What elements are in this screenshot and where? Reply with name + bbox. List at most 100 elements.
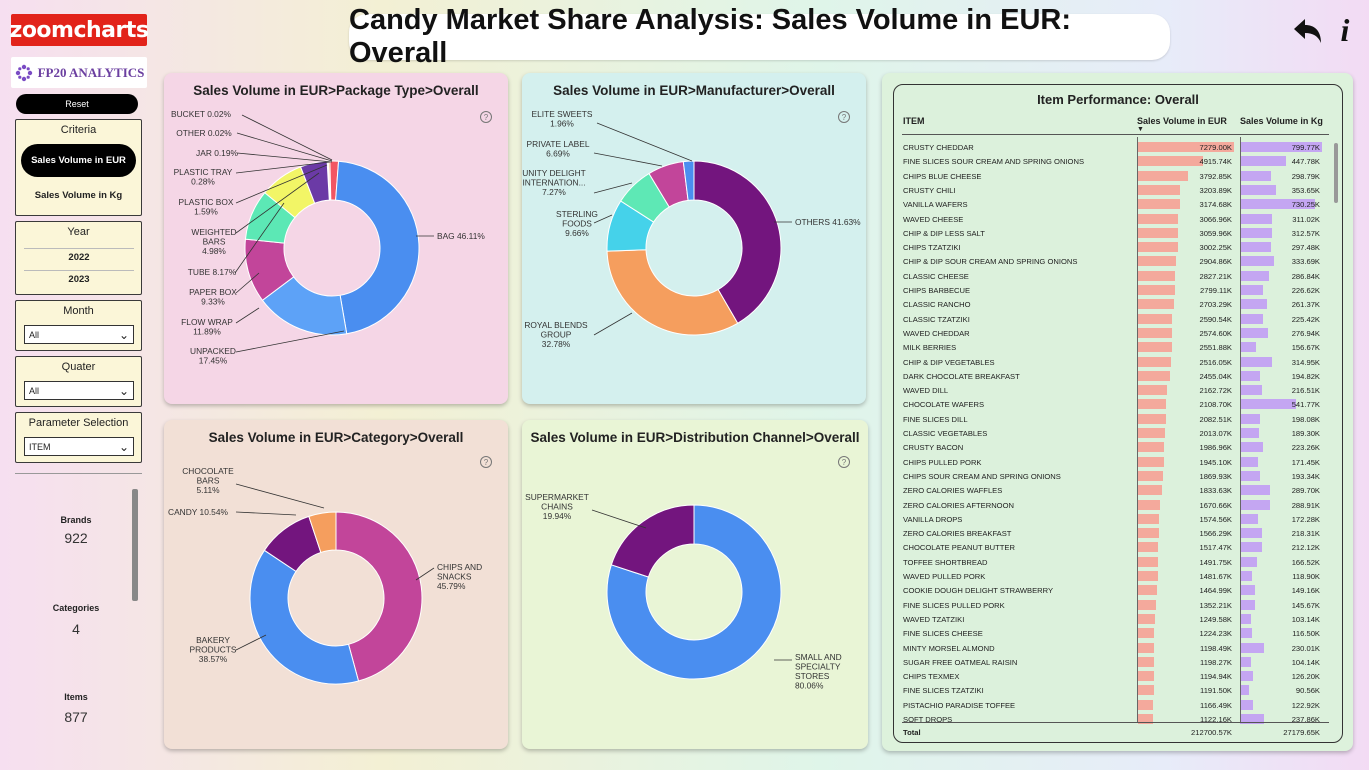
reset-button[interactable]: Reset xyxy=(16,94,138,114)
column-header-item[interactable]: ITEM xyxy=(903,116,925,126)
kg-bar xyxy=(1240,270,1270,281)
month-dropdown[interactable]: All ⌄ xyxy=(24,325,134,344)
eur-value: 2590.54K xyxy=(1199,314,1232,324)
table-row[interactable]: CHIP & DIP LESS SALT 3059.96K 312.57K xyxy=(894,226,1334,240)
slice-label: SNACKS xyxy=(437,572,472,582)
table-row[interactable]: CLASSIC CHEESE 2827.21K 286.84K xyxy=(894,269,1334,283)
table-row[interactable]: MILK BERRIES 2551.88K 156.67K xyxy=(894,340,1334,354)
table-row[interactable]: ZERO CALORIES BREAKFAST 1566.29K 218.31K xyxy=(894,526,1334,540)
help-icon[interactable]: ? xyxy=(838,111,850,123)
item-name: FINE SLICES TZATZIKI xyxy=(903,686,984,696)
table-row[interactable]: CRUSTY CHILI 3203.89K 353.65K xyxy=(894,183,1334,197)
donut-slice-supermarket-chains[interactable] xyxy=(610,504,695,578)
table-row[interactable]: COOKIE DOUGH DELIGHT STRAWBERRY 1464.99K 1… xyxy=(894,583,1334,597)
help-icon[interactable]: ? xyxy=(480,456,492,468)
column-header-eur[interactable]: Sales Volume in EUR xyxy=(1137,116,1227,126)
donut-slice-chocolate-bars[interactable] xyxy=(308,511,337,554)
criteria-option-kg[interactable]: Sales Volume in Kg xyxy=(34,189,123,201)
table-row[interactable]: CLASSIC RANCHO 2703.29K 261.37K xyxy=(894,297,1334,311)
table-row[interactable]: CHOCOLATE PEANUT BUTTER 1517.47K 212.12K xyxy=(894,540,1334,554)
item-name: FINE SLICES SOUR CREAM AND SPRING ONIONS xyxy=(903,157,1085,167)
kg-bar xyxy=(1240,313,1264,324)
table-row[interactable]: CLASSIC VEGETABLES 2013.07K 189.30K xyxy=(894,426,1334,440)
table-row[interactable]: CRUSTY CHEDDAR 7279.00K 799.77K xyxy=(894,140,1334,154)
quater-dropdown[interactable]: All ⌄ xyxy=(24,381,134,400)
eur-bar xyxy=(1138,399,1166,410)
table-row[interactable]: ZERO CALORIES WAFFLES 1833.63K 289.70K xyxy=(894,483,1334,497)
slice-label: CANDY 10.54% xyxy=(168,507,228,517)
total-kg: 27179.65K xyxy=(1283,728,1320,737)
table-row[interactable]: CHIPS PULLED PORK 1945.10K 171.45K xyxy=(894,455,1334,469)
leader-line xyxy=(596,122,693,162)
table-row[interactable]: CHIPS SOUR CREAM AND SPRING ONIONS 1869.9… xyxy=(894,469,1334,483)
donut-slice-others[interactable] xyxy=(693,160,782,324)
category-chart-card: Sales Volume in EUR>Category>Overall ? C… xyxy=(164,420,508,749)
eur-value: 3002.25K xyxy=(1199,243,1232,253)
table-row[interactable]: WAVED CHEDDAR 2574.60K 276.94K xyxy=(894,326,1334,340)
table-row[interactable]: VANILLA WAFERS 3174.68K 730.25K xyxy=(894,197,1334,211)
table-scrollbar[interactable] xyxy=(1334,143,1338,203)
table-row[interactable]: DARK CHOCOLATE BREAKFAST 2455.04K 194.82K xyxy=(894,369,1334,383)
eur-value: 3059.96K xyxy=(1199,228,1232,238)
donut-slice-royal-blends-group[interactable] xyxy=(606,249,739,336)
back-arrow-icon[interactable] xyxy=(1292,16,1324,46)
donut-slice-chips-and-snacks[interactable] xyxy=(335,511,423,682)
item-name: WAVED CHEDDAR xyxy=(903,328,970,338)
kg-bar xyxy=(1240,470,1260,481)
table-row[interactable]: CHIPS BLUE CHEESE 3792.85K 298.79K xyxy=(894,169,1334,183)
eur-value: 1166.49K xyxy=(1200,700,1232,710)
item-name: CHIPS PULLED PORK xyxy=(903,457,982,467)
slice-label: BARS xyxy=(203,237,226,247)
year-option-2023[interactable]: 2023 xyxy=(24,270,134,288)
table-row[interactable]: CHOCOLATE WAFERS 2108.70K 541.77K xyxy=(894,397,1334,411)
table-row[interactable]: PISTACHIO PARADISE TOFFEE 1166.49K 122.92K xyxy=(894,698,1334,712)
table-row[interactable]: FINE SLICES CHEESE 1224.23K 116.50K xyxy=(894,626,1334,640)
kg-bar xyxy=(1240,642,1264,653)
table-row[interactable]: ZERO CALORIES AFTERNOON 1670.66K 288.91K xyxy=(894,498,1334,512)
slice-label: PLASTIC BOX xyxy=(179,197,234,207)
year-option-2022[interactable]: 2022 xyxy=(24,248,134,266)
table-row[interactable]: SUGAR FREE OATMEAL RAISIN 1198.27K 104.14K xyxy=(894,655,1334,669)
info-icon[interactable]: i xyxy=(1340,12,1350,48)
donut-slice-bag[interactable] xyxy=(335,160,420,335)
help-icon[interactable]: ? xyxy=(480,111,492,123)
slice-label: UNITY DELIGHT xyxy=(522,168,586,178)
eur-bar xyxy=(1138,213,1179,224)
item-name: ZERO CALORIES WAFFLES xyxy=(903,486,1003,496)
criteria-option-eur[interactable]: Sales Volume in EUR xyxy=(21,144,136,177)
table-row[interactable]: CHIP & DIP VEGETABLES 2516.05K 314.95K xyxy=(894,355,1334,369)
kpi-scrollbar[interactable] xyxy=(132,489,138,601)
column-header-kg[interactable]: Sales Volume in Kg xyxy=(1240,116,1323,126)
table-row[interactable]: FINE SLICES TZATZIKI 1191.50K 90.56K xyxy=(894,683,1334,697)
slice-label: PAPER BOX xyxy=(189,287,237,297)
slice-label: UNPACKED xyxy=(190,346,236,356)
table-row[interactable]: TOFFEE SHORTBREAD 1491.75K 166.52K xyxy=(894,555,1334,569)
kg-value: 90.56K xyxy=(1295,686,1320,696)
table-row[interactable]: CRUSTY BACON 1986.96K 223.26K xyxy=(894,440,1334,454)
help-icon[interactable]: ? xyxy=(838,456,850,468)
table-row[interactable]: WAVED TZATZIKI 1249.58K 103.14K xyxy=(894,612,1334,626)
table-row[interactable]: CLASSIC TZATZIKI 2590.54K 225.42K xyxy=(894,312,1334,326)
table-row[interactable]: FINE SLICES DILL 2082.51K 198.08K xyxy=(894,412,1334,426)
parameter-dropdown[interactable]: ITEM ⌄ xyxy=(24,437,134,456)
kg-value: 286.84K xyxy=(1291,271,1320,281)
table-row[interactable]: CHIPS TEXMEX 1194.94K 126.20K xyxy=(894,669,1334,683)
donut-slice-small-and-specialty-stores[interactable] xyxy=(606,504,782,680)
slice-label: PRODUCTS xyxy=(190,645,237,655)
table-row[interactable]: VANILLA DROPS 1574.56K 172.28K xyxy=(894,512,1334,526)
eur-bar xyxy=(1138,599,1156,610)
table-row[interactable]: WAVED CHEESE 3066.96K 311.02K xyxy=(894,212,1334,226)
donut-slice-elite-sweets[interactable] xyxy=(682,160,695,201)
table-row[interactable]: WAVED PULLED PORK 1481.67K 118.90K xyxy=(894,569,1334,583)
kg-value: 261.37K xyxy=(1291,300,1320,310)
donut-slice-bakery-products[interactable] xyxy=(249,549,360,685)
table-row[interactable]: FINE SLICES PULLED PORK 1352.21K 145.67K xyxy=(894,598,1334,612)
table-row[interactable]: MINTY MORSEL ALMOND 1198.49K 230.01K xyxy=(894,641,1334,655)
table-row[interactable]: SOFT DROPS 1122.16K 237.86K xyxy=(894,712,1334,726)
item-name: CHIPS TZATZIKI xyxy=(903,243,961,253)
table-row[interactable]: CHIPS TZATZIKI 3002.25K 297.48K xyxy=(894,240,1334,254)
table-row[interactable]: FINE SLICES SOUR CREAM AND SPRING ONIONS… xyxy=(894,154,1334,168)
table-row[interactable]: CHIP & DIP SOUR CREAM AND SPRING ONIONS 2… xyxy=(894,254,1334,268)
table-row[interactable]: CHIPS BARBECUE 2799.11K 226.62K xyxy=(894,283,1334,297)
table-row[interactable]: WAVED DILL 2162.72K 216.51K xyxy=(894,383,1334,397)
